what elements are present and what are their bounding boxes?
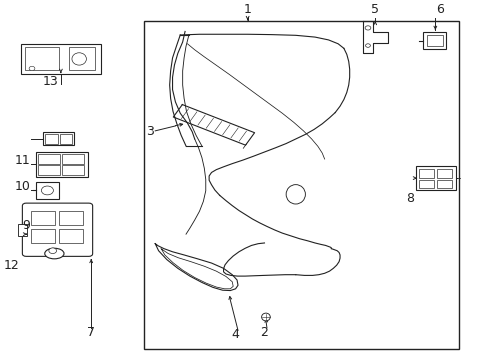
Text: 7: 7 — [87, 327, 95, 339]
Bar — [43, 132, 74, 145]
Ellipse shape — [261, 313, 270, 321]
Ellipse shape — [29, 66, 35, 71]
Ellipse shape — [41, 186, 53, 195]
Bar — [25, 47, 59, 70]
Bar — [427, 35, 442, 46]
Text: 13: 13 — [42, 75, 58, 88]
Bar — [68, 47, 95, 70]
Text: 3: 3 — [145, 125, 153, 138]
Bar — [36, 182, 59, 199]
Text: 12: 12 — [3, 260, 19, 273]
Bar — [31, 211, 55, 225]
Text: 4: 4 — [231, 328, 239, 341]
Bar — [59, 229, 83, 243]
Bar — [60, 134, 72, 144]
Text: 11: 11 — [14, 154, 30, 167]
Bar — [62, 165, 84, 175]
Text: 5: 5 — [370, 3, 378, 15]
Bar — [18, 224, 27, 236]
Text: 6: 6 — [435, 3, 443, 15]
Bar — [59, 211, 83, 225]
Bar — [45, 134, 58, 144]
Ellipse shape — [365, 26, 370, 30]
Bar — [36, 152, 88, 177]
FancyBboxPatch shape — [22, 203, 92, 256]
Bar — [436, 180, 451, 188]
Text: 1: 1 — [243, 3, 251, 15]
Bar — [423, 32, 446, 49]
Ellipse shape — [285, 185, 305, 204]
Bar — [38, 154, 60, 164]
Bar — [62, 154, 84, 164]
Ellipse shape — [49, 248, 57, 253]
Bar — [436, 169, 451, 178]
Bar — [415, 166, 455, 190]
Ellipse shape — [365, 44, 369, 47]
Ellipse shape — [72, 53, 86, 65]
Text: 10: 10 — [14, 180, 30, 193]
Ellipse shape — [45, 248, 64, 259]
Bar — [144, 21, 459, 349]
Text: 9: 9 — [22, 219, 30, 232]
Text: 8: 8 — [405, 192, 413, 206]
Bar — [21, 44, 101, 74]
Bar — [31, 229, 55, 243]
Bar — [418, 180, 433, 188]
Bar — [418, 169, 433, 178]
Bar — [38, 165, 60, 175]
Text: 2: 2 — [260, 327, 268, 339]
